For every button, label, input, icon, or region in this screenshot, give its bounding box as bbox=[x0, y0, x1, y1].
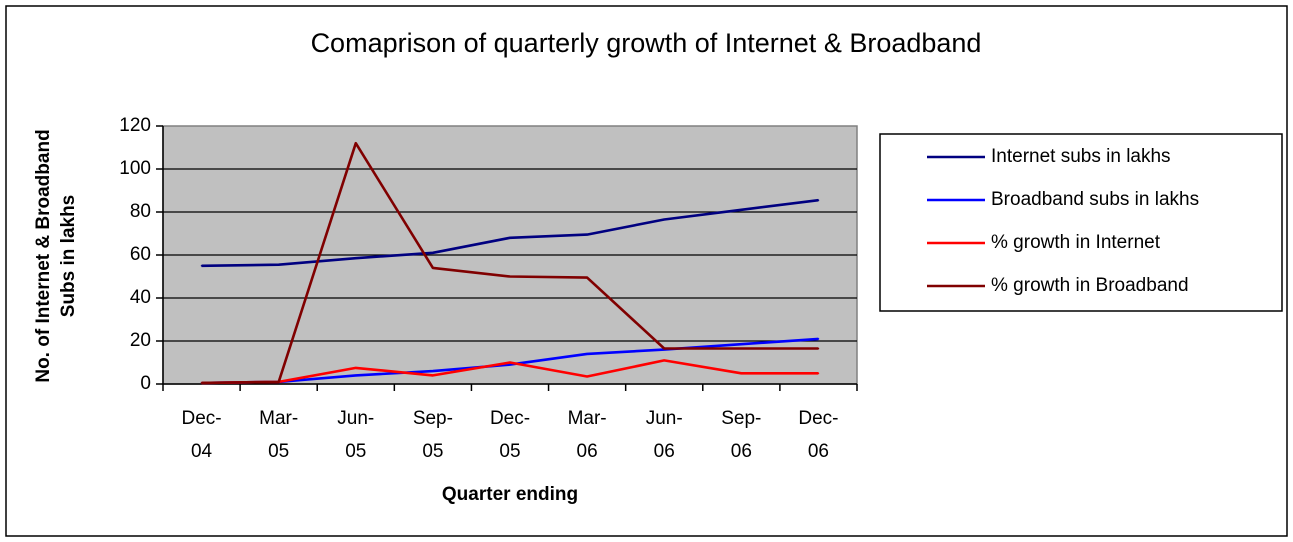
x-tick-label-4-line-2: 05 bbox=[499, 441, 520, 462]
x-tick-label-0-line-2: 04 bbox=[191, 441, 213, 462]
series-2-point-6 bbox=[663, 359, 666, 362]
gridlines bbox=[163, 168, 857, 342]
series-3-point-7 bbox=[740, 347, 743, 350]
series-0-point-2 bbox=[354, 257, 357, 260]
series-1-point-5 bbox=[586, 353, 588, 355]
y-tick-label-40: 40 bbox=[130, 287, 151, 308]
axes: 0 20 40 60 80 100 120 Dec- 04 Mar- 05 Jun- 05 Sep- 05 D… bbox=[119, 115, 858, 462]
series-2-point-5 bbox=[586, 375, 588, 378]
series-3-point-2 bbox=[354, 142, 357, 144]
series-2-point-3 bbox=[432, 374, 434, 377]
series-3-point-5 bbox=[586, 276, 588, 279]
series-0 bbox=[200, 198, 820, 268]
x-tick-label-5-line-1: Mar- bbox=[568, 408, 607, 429]
x-tick-label-1-line-2: 05 bbox=[268, 441, 289, 462]
x-tick-label-3-line-1: Sep- bbox=[413, 408, 453, 429]
legend-label-0: Internet subs in lakhs bbox=[991, 146, 1171, 167]
series-0-point-3 bbox=[432, 252, 434, 254]
series-0-point-4 bbox=[509, 237, 511, 239]
series-3-point-0 bbox=[200, 382, 203, 384]
series-3-point-3 bbox=[432, 267, 434, 269]
x-tick-label-7-line-2: 06 bbox=[731, 441, 752, 462]
y-tick-label-120: 120 bbox=[119, 115, 151, 136]
legend-label-2: % growth in Internet bbox=[991, 232, 1161, 253]
series-1-point-2 bbox=[354, 374, 357, 377]
series-2-point-2 bbox=[354, 367, 357, 369]
series-0-point-1 bbox=[277, 263, 280, 266]
series-0-point-5 bbox=[586, 233, 588, 236]
y-axis-label-line-1: No. of Internet & Broadband bbox=[33, 129, 54, 382]
series-3-point-8 bbox=[817, 347, 820, 350]
series-2-point-8 bbox=[817, 372, 820, 375]
y-tick-label-20: 20 bbox=[130, 330, 151, 351]
x-tick-label-2-line-2: 05 bbox=[345, 441, 366, 462]
x-axis-label: Quarter ending bbox=[442, 484, 578, 505]
x-tick-label-2-line-1: Jun- bbox=[337, 408, 374, 429]
x-tick-label-3-line-2: 05 bbox=[422, 441, 443, 462]
series-1-point-4 bbox=[509, 363, 511, 366]
y-tick-label-80: 80 bbox=[130, 201, 151, 222]
x-tick-label-8-line-2: 06 bbox=[808, 441, 829, 462]
y-axis-label-line-2: Subs in lakhs bbox=[58, 195, 79, 317]
series-3 bbox=[200, 141, 820, 385]
x-tick-label-5-line-2: 06 bbox=[577, 441, 598, 462]
y-tick-label-60: 60 bbox=[130, 244, 151, 265]
series-1-point-3 bbox=[432, 370, 434, 372]
legend: Internet subs in lakhs Broadband subs in … bbox=[879, 133, 1283, 312]
series-3-point-6 bbox=[663, 347, 666, 350]
x-tick-label-6-line-1: Jun- bbox=[646, 408, 683, 429]
y-tick-label-100: 100 bbox=[119, 158, 151, 179]
y-tick-label-0: 0 bbox=[140, 373, 151, 394]
series-1-point-8 bbox=[817, 338, 820, 340]
legend-label-3: % growth in Broadband bbox=[991, 275, 1189, 296]
chart-title: Comaprison of quarterly growth of Intern… bbox=[311, 28, 982, 58]
series-0-point-7 bbox=[740, 209, 743, 211]
series-1-point-7 bbox=[740, 343, 743, 346]
x-tick-label-8-line-1: Dec- bbox=[798, 408, 838, 429]
x-tick-label-4-line-1: Dec- bbox=[490, 408, 530, 429]
series-2-point-7 bbox=[740, 372, 743, 375]
series-0-point-6 bbox=[663, 218, 666, 221]
series-lines bbox=[200, 141, 820, 385]
series-0-point-8 bbox=[817, 199, 820, 201]
legend-box bbox=[879, 133, 1283, 312]
x-tick-label-6-line-2: 06 bbox=[654, 441, 675, 462]
x-tick-label-1-line-1: Mar- bbox=[259, 408, 298, 429]
x-tick-label-7-line-1: Sep- bbox=[721, 408, 761, 429]
x-tick-label-0-line-1: Dec- bbox=[181, 408, 221, 429]
series-0-point-0 bbox=[200, 264, 203, 267]
legend-label-1: Broadband subs in lakhs bbox=[991, 189, 1199, 210]
series-3-point-4 bbox=[509, 275, 511, 278]
series-3-point-1 bbox=[277, 381, 280, 383]
y-axis-label: No. of Internet & Broadband Subs in lakh… bbox=[33, 129, 79, 382]
series-2-point-4 bbox=[509, 361, 511, 364]
